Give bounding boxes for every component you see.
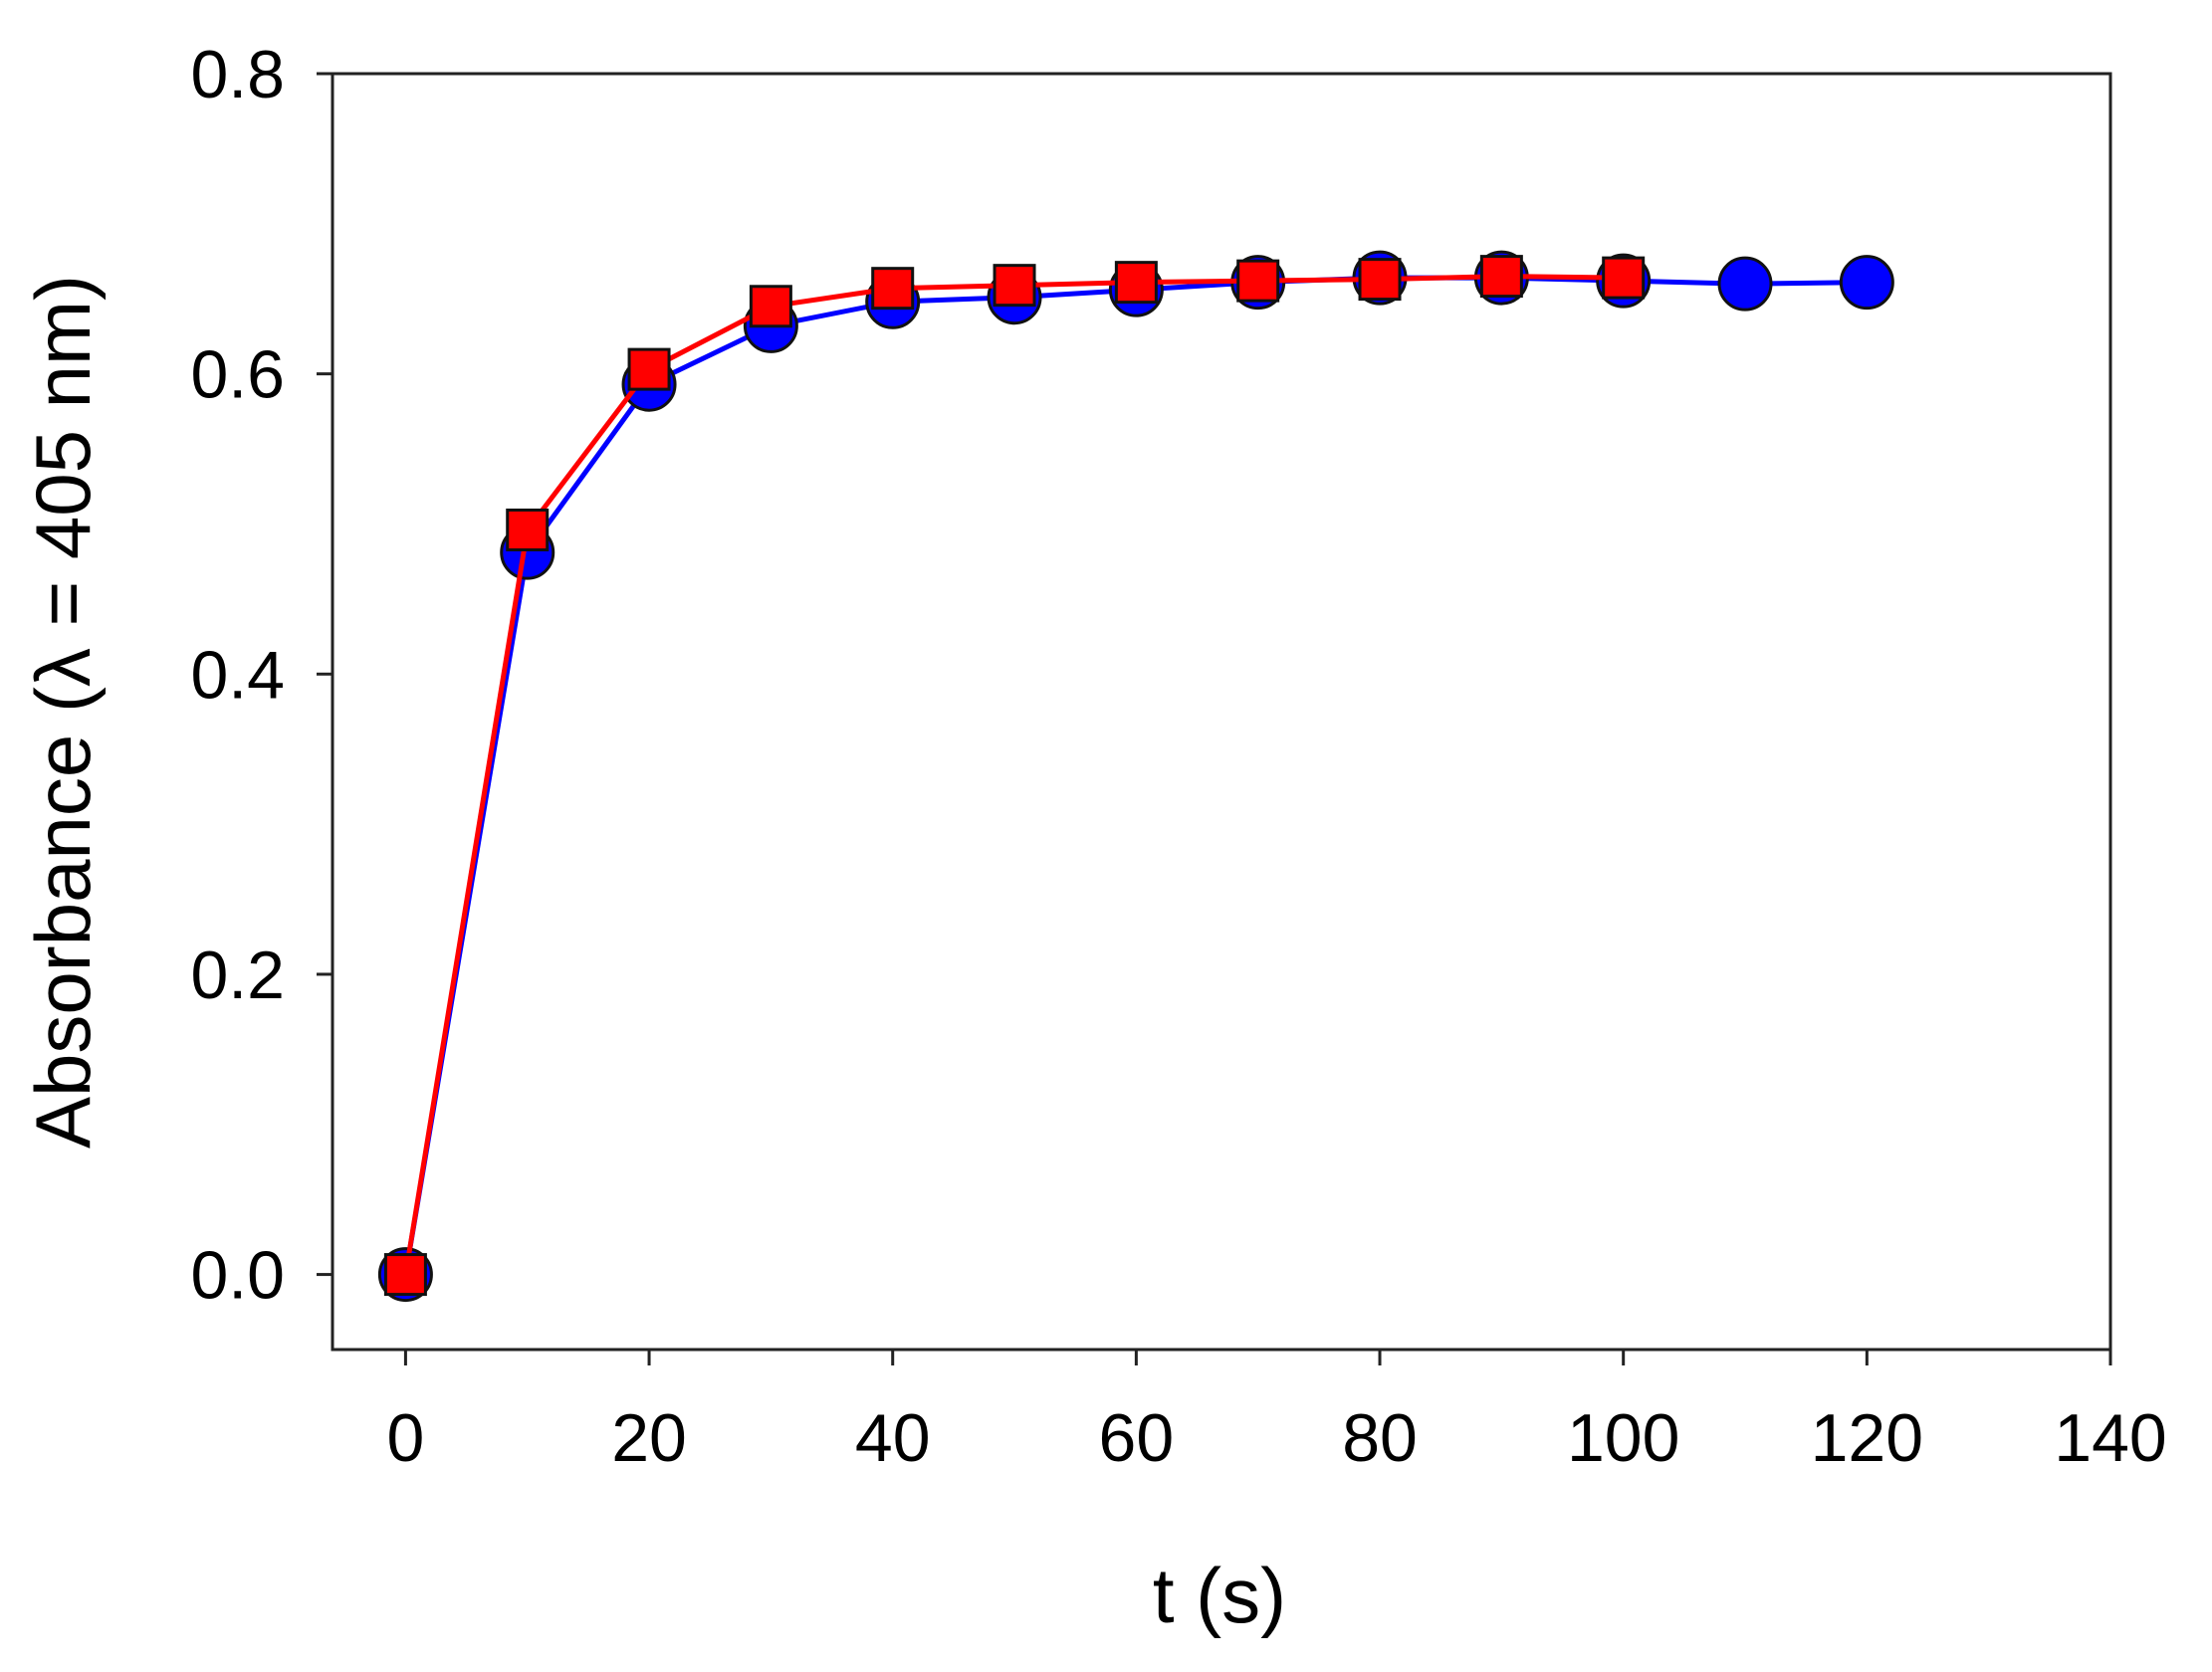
- data-point-square: [1358, 258, 1402, 302]
- data-point-square: [1114, 261, 1158, 305]
- series-2: [383, 255, 1646, 1297]
- x-tick-label: 20: [611, 1400, 687, 1476]
- y-tick-label: 0.0: [190, 1238, 285, 1314]
- x-tick-label: 0: [386, 1400, 424, 1476]
- data-point-square: [1236, 259, 1280, 303]
- plot-frame-border: [331, 72, 2112, 1352]
- data-point-square: [749, 285, 792, 328]
- x-tick-label: 80: [1342, 1400, 1418, 1476]
- x-tick-label: 120: [1811, 1400, 1923, 1476]
- data-point-square: [871, 267, 915, 311]
- data-point-square: [383, 1253, 427, 1297]
- plot-frame: [331, 72, 2112, 1352]
- x-tick-label: 60: [1099, 1400, 1175, 1476]
- y-tick-label: 0.2: [190, 938, 285, 1013]
- data-point-square: [506, 509, 550, 552]
- data-series: [377, 250, 1894, 1303]
- y-tick-label: 0.4: [190, 637, 285, 713]
- y-tick-label: 0.8: [190, 37, 285, 112]
- data-point-square: [627, 347, 671, 391]
- y-tick-label: 0.6: [190, 337, 285, 413]
- axis-ticks: 0 20 40 60 80 100 120 140 0.0 0.2 0.4 0.6 0.8: [190, 37, 2166, 1476]
- y-axis-title: Absorbance (λ = 405 nm): [19, 275, 107, 1149]
- data-point-circle: [1717, 256, 1773, 312]
- x-axis-title: t (s): [1153, 1552, 1286, 1639]
- data-point-circle: [1839, 255, 1894, 311]
- x-tick-label: 140: [2054, 1400, 2166, 1476]
- data-point-square: [1479, 255, 1523, 299]
- data-point-square: [1602, 256, 1646, 300]
- x-tick-label: 100: [1567, 1400, 1679, 1476]
- x-tick-label: 40: [855, 1400, 931, 1476]
- data-point-square: [993, 264, 1036, 308]
